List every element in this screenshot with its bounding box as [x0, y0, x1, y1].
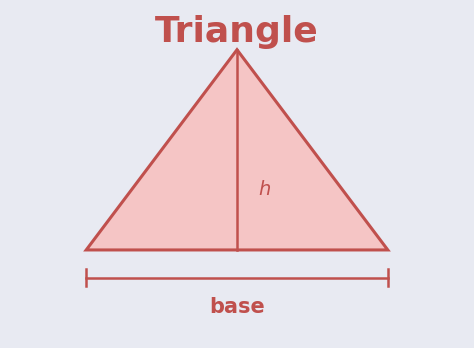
Text: h: h: [258, 180, 271, 199]
Text: Triangle: Triangle: [155, 15, 319, 49]
Polygon shape: [86, 50, 388, 250]
Text: base: base: [209, 296, 265, 317]
